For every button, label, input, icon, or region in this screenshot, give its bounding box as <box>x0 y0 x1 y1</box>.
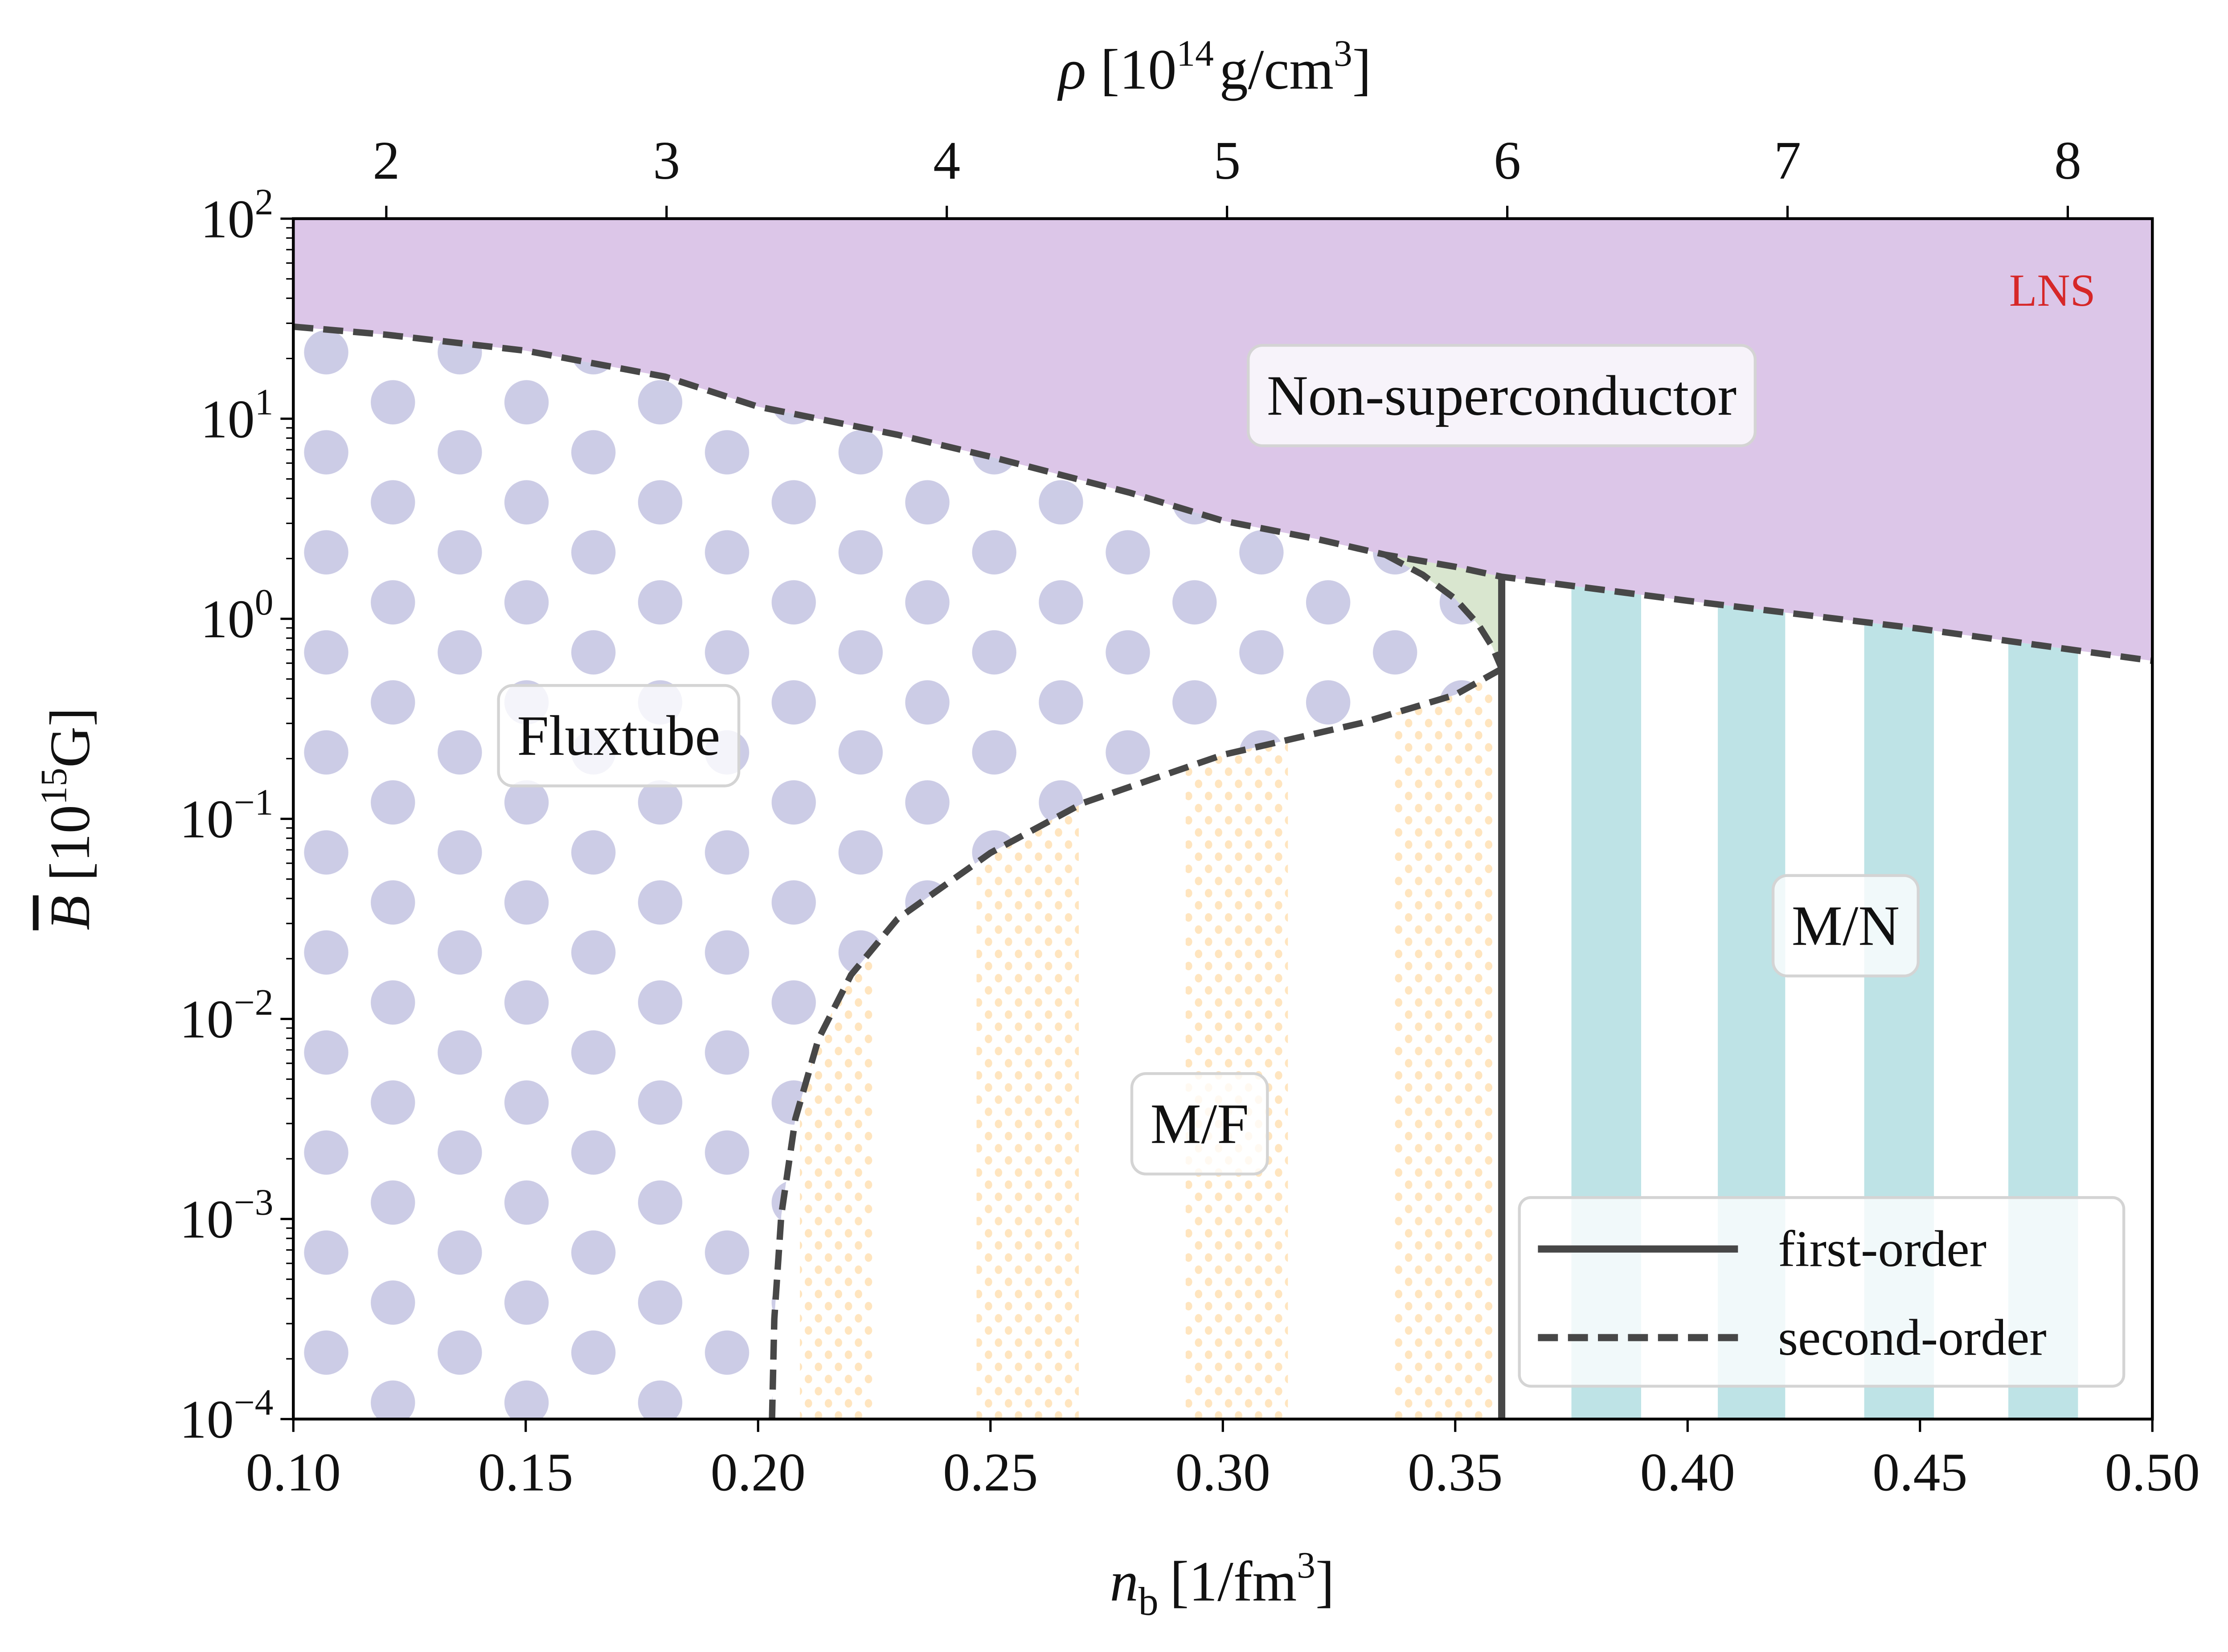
x-tick-label: 0.40 <box>1640 1443 1735 1503</box>
legend-label: second-order <box>1778 1309 2047 1366</box>
top-label-unit_exp2: 3 <box>1334 33 1352 74</box>
x-tick-label: 0.20 <box>711 1443 806 1503</box>
top-label-unit_mid: g/cm <box>1220 38 1334 101</box>
y-tick-base: 10 <box>201 389 255 449</box>
region-label-fluxtube: Fluxtube <box>497 684 741 787</box>
x-tick-label: 0.30 <box>1175 1443 1270 1503</box>
y-tick-base: 10 <box>180 1189 234 1250</box>
y-label-unit: [10 <box>38 805 102 881</box>
y-tick-exponent: −3 <box>234 1182 274 1223</box>
x-tick-label: 0.15 <box>478 1443 573 1503</box>
mixed-region <box>1385 554 1502 669</box>
mf-stripe <box>1185 668 1288 1419</box>
y-tick-label: 100 <box>201 582 274 649</box>
x-label-unit_close: ] <box>1315 1550 1335 1613</box>
y-tick-exponent: 2 <box>255 182 274 223</box>
region-label-non-superconductor: Non-superconductor <box>1247 344 1757 447</box>
region-label-text: M/F <box>1151 1092 1249 1156</box>
non-superconductor-region <box>293 218 2153 661</box>
fluxtube-inner-boundary-line <box>1384 552 1505 670</box>
y-tick-base: 10 <box>180 989 234 1049</box>
mf-stripe <box>1395 668 1493 1419</box>
top-tick-label: 3 <box>653 131 680 191</box>
legend: first-order second-order <box>1518 1196 2126 1388</box>
y-tick-exponent: −1 <box>234 782 274 823</box>
top-tick-label: 7 <box>1774 131 1801 191</box>
top-label-unit: [10 <box>1100 38 1176 101</box>
y-tick-exponent: 0 <box>255 582 274 623</box>
y-tick-exponent: −4 <box>234 1382 274 1423</box>
top-label-unit_exp: 14 <box>1176 33 1213 74</box>
region-label-text: Non-superconductor <box>1267 364 1737 427</box>
top-tick-label: 4 <box>933 131 960 191</box>
x-axis-label: nb [1/fm3] <box>1110 1545 1335 1623</box>
x-label-unit: [1/fm <box>1170 1550 1297 1613</box>
x-label-var: n <box>1110 1550 1139 1613</box>
x-tick-label: 0.45 <box>1872 1443 1967 1503</box>
y-tick-label: 10−4 <box>180 1382 274 1450</box>
lower-boundary-line <box>769 666 1503 1419</box>
region-label-text: Fluxtube <box>517 704 720 767</box>
upper-boundary-line <box>293 323 2153 664</box>
y-tick-exponent: 1 <box>255 382 274 423</box>
region-label-box <box>497 684 741 787</box>
x-tick-label: 0.25 <box>943 1443 1038 1503</box>
y-label-unit_exp: 15 <box>33 768 74 805</box>
region-label-box <box>1247 344 1757 447</box>
y-tick-base: 10 <box>201 589 255 649</box>
region-label-box <box>1130 1072 1269 1176</box>
y-tick-exponent: −2 <box>234 982 274 1023</box>
lns-annotation: LNS <box>2009 266 2096 316</box>
y-axis-label: B [1015G] <box>33 707 101 930</box>
region-label-text: M/N <box>1792 894 1900 957</box>
x-tick-label: 0.10 <box>246 1443 341 1503</box>
y-tick-label: 10−2 <box>180 982 274 1049</box>
top-label-unit_close: ] <box>1352 38 1372 101</box>
y-tick-base: 10 <box>180 789 234 849</box>
y-tick-label: 10−3 <box>180 1182 274 1250</box>
x-label-sub: b <box>1139 1580 1159 1624</box>
y-tick-label: 10−1 <box>180 782 274 849</box>
legend-label: first-order <box>1778 1220 1986 1277</box>
x-label-unit_exp: 3 <box>1297 1545 1315 1586</box>
x-tick-label: 0.35 <box>1408 1443 1503 1503</box>
top-tick-label: 6 <box>1494 131 1521 191</box>
y-tick-label: 101 <box>201 382 274 449</box>
x-tick-label: 0.50 <box>2105 1443 2200 1503</box>
top-axis-label: ρ [1014 g/cm3] <box>1057 33 1372 101</box>
region-label-box <box>1771 874 1920 978</box>
top-tick-label: 5 <box>1213 131 1241 191</box>
y-tick-base: 10 <box>201 189 255 249</box>
y-label-var: B <box>38 895 102 930</box>
top-tick-label: 8 <box>2054 131 2081 191</box>
y-tick-base: 10 <box>180 1390 234 1450</box>
y-label-unit_close: G] <box>38 707 102 767</box>
region-label-m-n: M/N <box>1771 874 1920 978</box>
top-tick-label: 2 <box>373 131 400 191</box>
y-tick-label: 102 <box>201 182 274 249</box>
top-label-var: ρ <box>1057 38 1086 101</box>
region-label-m-f: M/F <box>1130 1072 1269 1176</box>
